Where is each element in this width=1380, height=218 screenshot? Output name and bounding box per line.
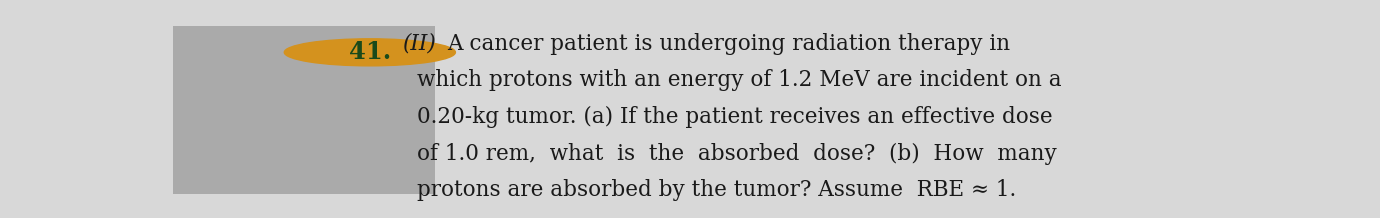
Text: A cancer patient is undergoing radiation therapy in: A cancer patient is undergoing radiation… — [447, 33, 1010, 54]
Text: which protons with an energy of 1.2 MeV are incident on a: which protons with an energy of 1.2 MeV … — [417, 69, 1061, 91]
Text: of 1.0 rem,  what  is  the  absorbed  dose?  (b)  How  many: of 1.0 rem, what is the absorbed dose? (… — [417, 142, 1057, 165]
Text: 0.20-kg tumor. (a) If the patient receives an effective dose: 0.20-kg tumor. (a) If the patient receiv… — [417, 106, 1053, 128]
Text: protons are absorbed by the tumor? Assume  RBE ≈ 1.: protons are absorbed by the tumor? Assum… — [417, 179, 1016, 201]
Text: 41.: 41. — [349, 40, 391, 64]
Bar — [172, 26, 435, 194]
Text: (II): (II) — [402, 33, 435, 54]
